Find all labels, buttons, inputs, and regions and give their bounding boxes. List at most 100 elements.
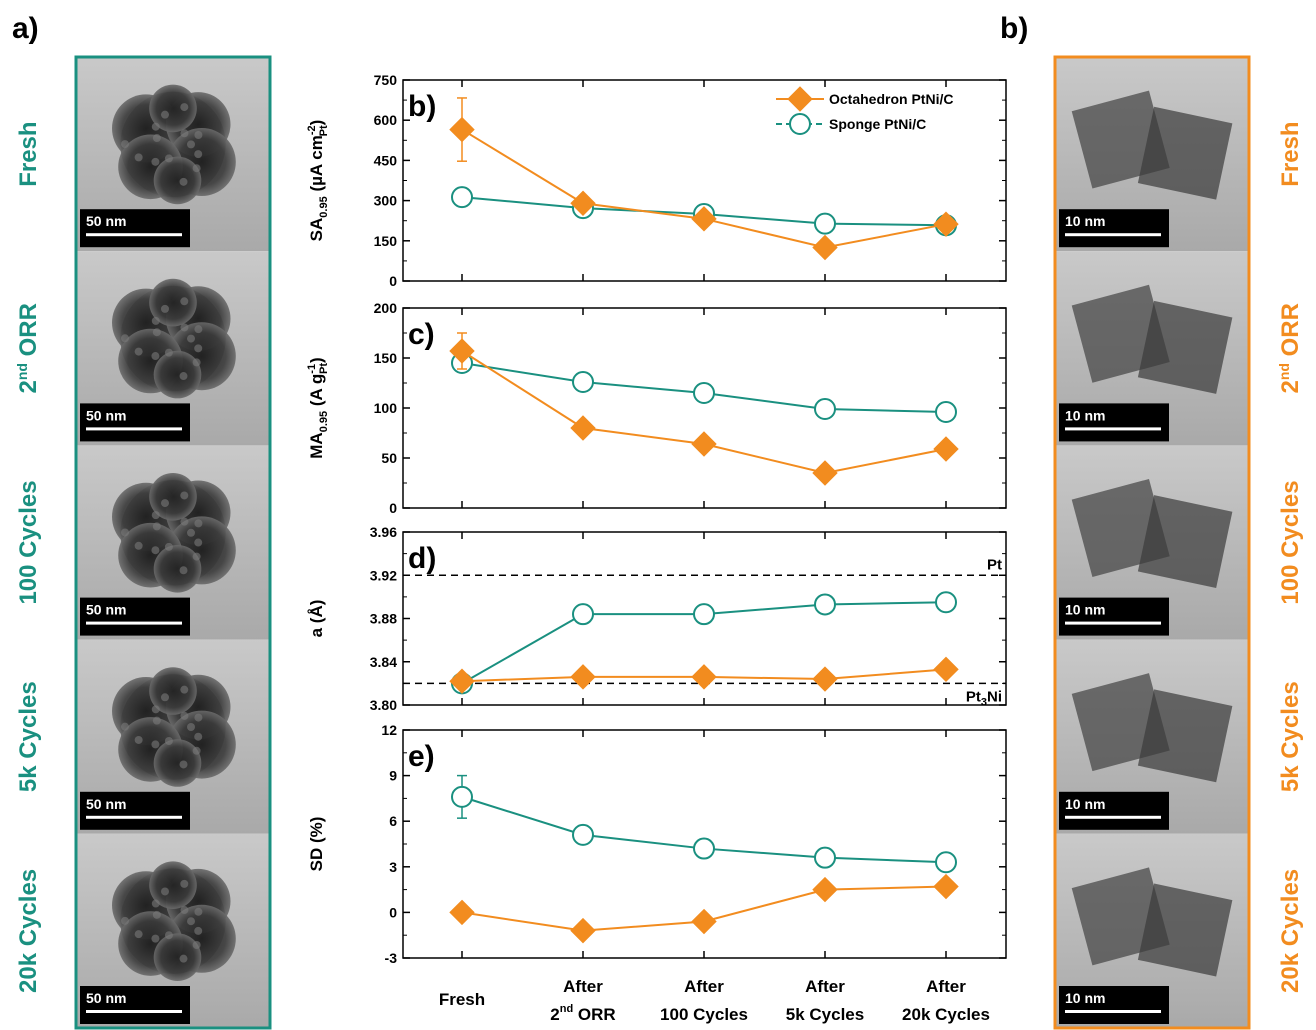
data-point-sponge (814, 593, 836, 616)
data-point-sponge (451, 186, 473, 209)
data-point-sponge (572, 371, 594, 393)
y-tick-label: 450 (374, 152, 398, 168)
scale-bar-label: 10 nm (1065, 796, 1105, 812)
scale-bar-label: 50 nm (86, 990, 126, 1006)
panel_b-row-label: 100 Cycles (1277, 480, 1304, 604)
y-tick-label: 9 (389, 768, 397, 784)
y-tick-label: 3.80 (370, 697, 397, 713)
x-category-label: Fresh (439, 990, 485, 1009)
panel_b-frame (1053, 55, 1251, 1030)
data-point-sponge (814, 398, 836, 420)
x-category-line2: 20k Cycles (902, 1005, 990, 1024)
x-category-line2: Fresh (439, 990, 485, 1009)
reference-line-label: Pt3Ni (966, 688, 1002, 708)
y-tick-label: -3 (385, 950, 398, 966)
panel-letter: b) (408, 90, 436, 123)
panel_a-row-label: 2nd ORR (14, 303, 42, 393)
panel_a-row-label: Fresh (15, 121, 42, 186)
x-category-line2: 5k Cycles (786, 1005, 864, 1024)
series-sponge (451, 352, 957, 423)
data-point-octahedron (449, 899, 475, 926)
panel_a-frame (74, 55, 272, 1030)
x-category-line1: After (684, 977, 724, 996)
panel_b-row-label: 20k Cycles (1277, 869, 1304, 993)
scale-bar: 50 nm (80, 986, 190, 1024)
scale-bar: 10 nm (1059, 209, 1169, 248)
y-tick-label: 3.92 (370, 567, 397, 583)
panel_a-tem-image: 50 nm (76, 251, 270, 446)
panel-a-letter: a) (12, 12, 39, 45)
panel_b-row-label: 5k Cycles (1277, 681, 1304, 792)
y-tick-label: 150 (374, 233, 398, 249)
scale-bar-label: 10 nm (1065, 213, 1105, 229)
data-point-octahedron (812, 876, 838, 903)
legend-label-octahedron: Octahedron PtNi/C (829, 91, 953, 107)
panel-letter: d) (408, 542, 436, 575)
panel_b-tem-image: 10 nm (1055, 445, 1249, 640)
data-point-octahedron (570, 415, 596, 441)
scale-bar: 10 nm (1059, 597, 1169, 636)
panel_a-row-label: 5k Cycles (15, 681, 42, 792)
y-tick-label: 50 (381, 450, 397, 466)
data-point-sponge (572, 603, 594, 626)
data-point-octahedron (570, 190, 596, 216)
scale-bar-label: 10 nm (1065, 990, 1105, 1006)
y-tick-label: 3.96 (370, 524, 397, 540)
scale-bar: 10 nm (1059, 986, 1169, 1024)
y-axis-label: a (Å) (307, 600, 326, 638)
y-tick-label: 0 (389, 273, 397, 289)
scale-bar-label: 50 nm (86, 213, 126, 229)
panel_b-tem-image: 10 nm (1055, 57, 1249, 252)
reference-line-label: Pt (987, 556, 1002, 573)
data-point-sponge (935, 851, 957, 874)
data-point-sponge (814, 212, 836, 235)
panel_b-row-label: 2nd ORR (1276, 303, 1304, 393)
x-category-line1: After (563, 977, 603, 996)
legend-label-sponge: Sponge PtNi/C (829, 116, 926, 132)
data-point-octahedron (691, 206, 717, 232)
data-point-octahedron (812, 460, 838, 486)
panel-letter: e) (408, 740, 435, 773)
y-tick-label: 0 (389, 500, 397, 516)
panel_a-row-label: 100 Cycles (15, 480, 42, 604)
scale-bar: 50 nm (80, 597, 190, 636)
data-point-octahedron (449, 116, 475, 143)
y-tick-label: 12 (381, 722, 397, 738)
y-tick-label: 100 (374, 400, 398, 416)
data-point-sponge (451, 785, 473, 808)
data-point-sponge (935, 591, 957, 614)
scale-bar: 10 nm (1059, 791, 1169, 830)
plot-frame (402, 79, 1007, 282)
y-tick-label: 200 (374, 300, 398, 316)
panel_b-tem-image: 10 nm (1055, 251, 1249, 446)
x-category-line2: 100 Cycles (660, 1005, 748, 1024)
scale-bar-label: 50 nm (86, 602, 126, 618)
chart-panel-b: 0 150 300 450 600 750 b) SA0.95 (µA cm-2Pt) Octa… (306, 72, 1007, 289)
data-point-octahedron (933, 436, 959, 462)
panel_a-tem-image: 50 nm (76, 833, 270, 1028)
panel_b-row-label: Fresh (1277, 121, 1304, 186)
y-tick-label: 0 (389, 904, 397, 920)
series-octahedron (449, 97, 959, 261)
data-point-octahedron (691, 908, 717, 935)
y-tick-label: 150 (374, 350, 398, 366)
x-category-label: After 5k Cycles (786, 977, 864, 1024)
panel_a-tem-image: 50 nm (76, 639, 270, 834)
legend-marker-sponge (789, 113, 811, 135)
panel_a-tem-image: 50 nm (76, 445, 270, 640)
panel_a-tem-image: 50 nm (76, 57, 270, 252)
data-point-octahedron (449, 338, 475, 364)
data-point-octahedron (691, 664, 717, 690)
panel-a-tem-strip: 50 nm Fresh 50 nm 2nd ORR 50 nm 100 Cycles 50 … (14, 55, 272, 1030)
data-point-octahedron (812, 666, 838, 692)
panel_a-row-label: 20k Cycles (15, 869, 42, 993)
series-octahedron (449, 656, 959, 694)
y-tick-label: 750 (374, 72, 398, 88)
scale-bar-label: 50 nm (86, 407, 126, 423)
y-tick-label: 600 (374, 112, 398, 128)
y-axis-label: SA0.95 (µA cm-2Pt) (306, 120, 330, 242)
data-point-octahedron (570, 917, 596, 944)
panel-b-letter: b) (1000, 12, 1028, 45)
chart-panel-e: -3 0 3 6 9 12 e) SD (%) (307, 722, 1007, 966)
